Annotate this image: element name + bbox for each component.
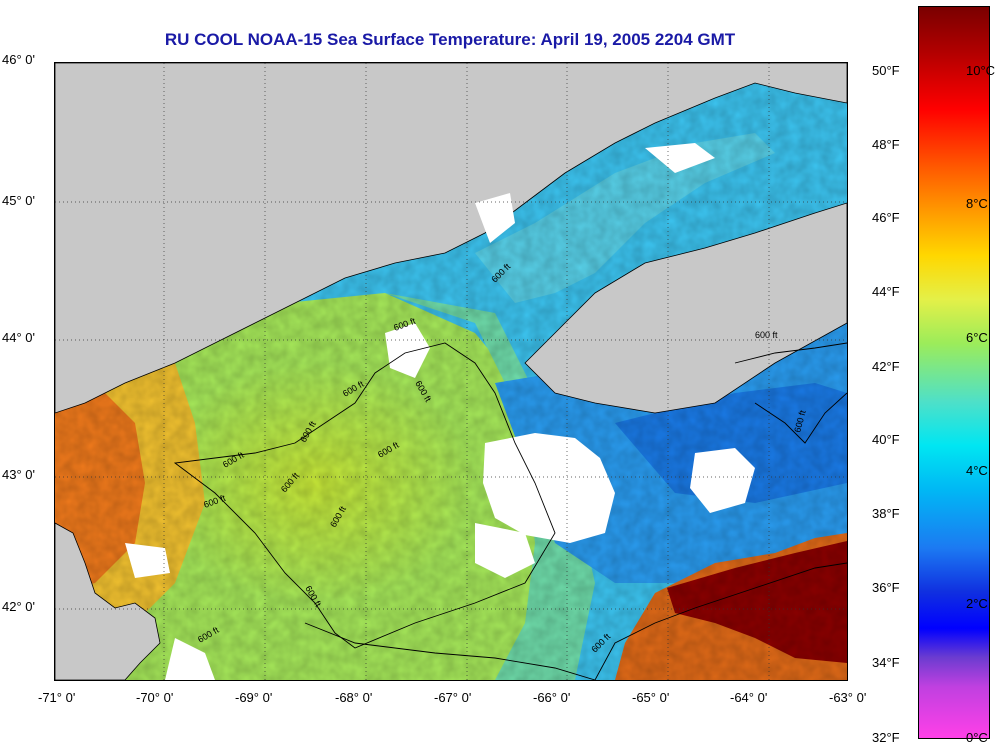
- colorbar-fahrenheit-label: 44°F: [872, 284, 900, 299]
- longitude-label: -68° 0': [335, 690, 373, 705]
- longitude-label: -63° 0': [829, 690, 867, 705]
- colorbar-celsius-label: 8°C: [966, 196, 988, 211]
- isobath-600ft: [173, 342, 847, 680]
- longitude-label: -70° 0': [136, 690, 174, 705]
- massachusetts-land: [55, 522, 161, 680]
- graticule: [55, 63, 847, 680]
- maine-new-brunswick-land: [55, 63, 847, 414]
- isobath-label: 600 ft: [755, 330, 778, 340]
- latitude-label: 42° 0': [2, 599, 35, 614]
- cloud-cover: [125, 143, 755, 680]
- colorbar-fahrenheit-label: 42°F: [872, 359, 900, 374]
- colorbar-celsius-label: 4°C: [966, 463, 988, 478]
- longitude-label: -69° 0': [235, 690, 273, 705]
- colorbar-fahrenheit-label: 32°F: [872, 730, 900, 745]
- colorbar-celsius-label: 10°C: [966, 63, 996, 78]
- colorbar: [918, 6, 990, 739]
- colorbar-celsius-label: 0°C: [966, 730, 988, 745]
- colorbar-gradient: [919, 7, 989, 738]
- colorbar-fahrenheit-label: 50°F: [872, 63, 900, 78]
- latitude-label: 44° 0': [2, 330, 35, 345]
- latitude-label: 45° 0': [2, 193, 35, 208]
- nova-scotia-land: [524, 202, 847, 414]
- sst-map[interactable]: 600 ft 600 ft 600 ft 600 ft 600 ft 600 f…: [54, 62, 848, 681]
- longitude-label: -65° 0': [632, 690, 670, 705]
- latitude-label: 46° 0': [2, 52, 35, 67]
- colorbar-celsius-label: 6°C: [966, 330, 988, 345]
- colorbar-celsius-label: 2°C: [966, 596, 988, 611]
- latitude-label: 43° 0': [2, 467, 35, 482]
- longitude-label: -71° 0': [38, 690, 76, 705]
- sst-map-canvas: 600 ft 600 ft 600 ft 600 ft 600 ft 600 f…: [55, 63, 847, 680]
- colorbar-fahrenheit-label: 36°F: [872, 580, 900, 595]
- colorbar-fahrenheit-label: 40°F: [872, 432, 900, 447]
- chart-title: RU COOL NOAA-15 Sea Surface Temperature:…: [164, 30, 736, 49]
- longitude-label: -67° 0': [434, 690, 472, 705]
- colorbar-fahrenheit-label: 38°F: [872, 506, 900, 521]
- colorbar-fahrenheit-label: 46°F: [872, 210, 900, 225]
- colorbar-fahrenheit-label: 48°F: [872, 137, 900, 152]
- longitude-label: -66° 0': [533, 690, 571, 705]
- longitude-label: -64° 0': [730, 690, 768, 705]
- colorbar-fahrenheit-label: 34°F: [872, 655, 900, 670]
